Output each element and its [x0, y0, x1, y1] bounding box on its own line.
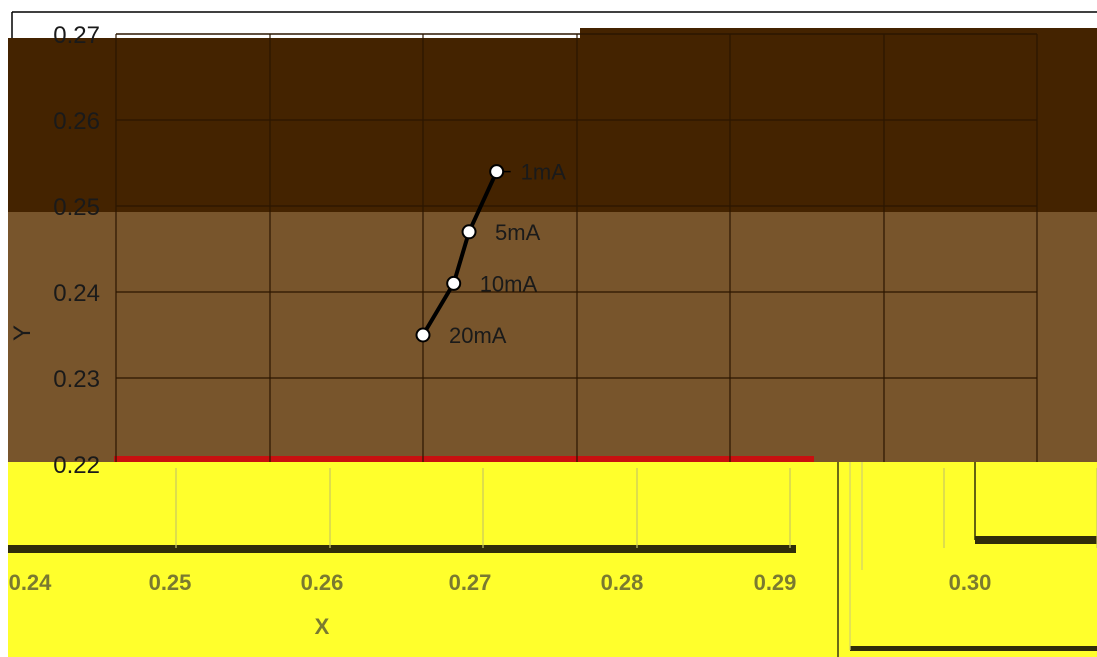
- y-axis-label: Y: [9, 325, 36, 341]
- data-label: 10mA: [480, 271, 538, 296]
- y-tick-label: 0.26: [53, 108, 100, 135]
- series-line: [421, 170, 499, 337]
- x-axis-label: X: [315, 614, 330, 639]
- y-tick-label: 0.22: [53, 452, 100, 479]
- y-axis-ticks: 0.22 0.23 0.24 0.25 0.26 0.27: [53, 22, 100, 479]
- x-tick-label: 0.25: [149, 570, 192, 595]
- y-tick-label: 0.27: [53, 22, 100, 49]
- y-tick-label: 0.25: [53, 194, 100, 221]
- band-middle-fill: [8, 220, 1097, 462]
- data-label: 5mA: [495, 220, 541, 245]
- x-tick-label: 0.24: [9, 570, 53, 595]
- grid-lines: [115, 33, 1097, 548]
- glitch-bar-right: [975, 536, 1097, 544]
- x-tick-label: 0.29: [754, 570, 797, 595]
- plot-frame: [837, 462, 976, 657]
- x-tick-label: 0.28: [601, 570, 644, 595]
- band-bottom: [8, 462, 1097, 657]
- x-tick-label: 0.27: [449, 570, 492, 595]
- band-top: [8, 38, 1097, 228]
- data-point: [489, 164, 505, 180]
- data-point: [415, 327, 431, 343]
- data-point: [461, 224, 477, 240]
- x-tick-label: 0.26: [301, 570, 344, 595]
- data-point: [446, 275, 462, 291]
- glitch-bar-bottom: [850, 646, 1097, 651]
- y-tick-label: 0.24: [53, 280, 100, 307]
- data-label: 20mA: [449, 323, 507, 348]
- glitch-bar-left: [8, 545, 796, 553]
- y-tick-label: 0.23: [53, 366, 100, 393]
- data-label: 1mA: [521, 160, 567, 185]
- x-tick-label: 0.30: [949, 570, 992, 595]
- x-axis-ticks: 0.24 0.25 0.26 0.27 0.28 0.29 0.30: [9, 570, 992, 595]
- series-group: 1mA 5mA 10mA 20mA: [415, 160, 567, 348]
